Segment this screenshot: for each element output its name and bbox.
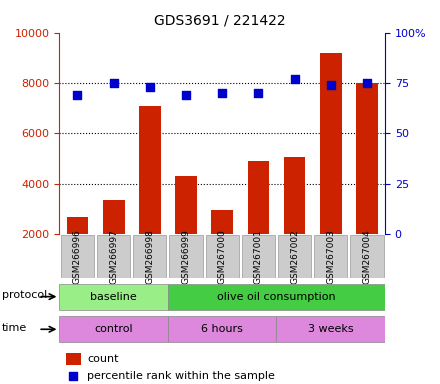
FancyBboxPatch shape bbox=[169, 235, 203, 278]
Bar bbox=[320, 53, 341, 234]
Bar bbox=[139, 106, 161, 234]
Text: time: time bbox=[2, 323, 27, 333]
FancyBboxPatch shape bbox=[205, 235, 239, 278]
FancyBboxPatch shape bbox=[350, 235, 384, 278]
Text: GSM266996: GSM266996 bbox=[73, 229, 82, 284]
Text: baseline: baseline bbox=[90, 291, 137, 302]
FancyBboxPatch shape bbox=[133, 235, 166, 278]
Text: olive oil consumption: olive oil consumption bbox=[217, 291, 336, 302]
Text: protocol: protocol bbox=[2, 290, 48, 300]
Point bbox=[183, 92, 190, 98]
Text: GSM267003: GSM267003 bbox=[326, 229, 335, 284]
FancyBboxPatch shape bbox=[61, 235, 94, 278]
Text: count: count bbox=[87, 354, 118, 364]
Bar bbox=[356, 83, 378, 234]
Point bbox=[219, 90, 226, 96]
Point bbox=[255, 90, 262, 96]
Text: percentile rank within the sample: percentile rank within the sample bbox=[87, 371, 275, 381]
FancyBboxPatch shape bbox=[314, 235, 347, 278]
Point bbox=[110, 80, 117, 86]
Bar bbox=[168, 316, 276, 342]
Point bbox=[291, 76, 298, 82]
Point bbox=[74, 92, 81, 98]
Bar bbox=[175, 176, 197, 234]
Bar bbox=[66, 217, 88, 234]
Text: GDS3691 / 221422: GDS3691 / 221422 bbox=[154, 13, 286, 27]
Bar bbox=[211, 210, 233, 234]
Bar bbox=[168, 284, 385, 310]
Bar bbox=[66, 353, 81, 365]
Text: GSM266997: GSM266997 bbox=[109, 229, 118, 284]
Text: GSM266999: GSM266999 bbox=[182, 229, 191, 284]
Text: GSM267001: GSM267001 bbox=[254, 229, 263, 284]
Text: 6 hours: 6 hours bbox=[201, 324, 243, 334]
Text: control: control bbox=[94, 324, 133, 334]
Text: GSM267000: GSM267000 bbox=[218, 229, 227, 284]
Bar bbox=[103, 200, 125, 234]
FancyBboxPatch shape bbox=[97, 235, 130, 278]
Point bbox=[327, 82, 334, 88]
Bar bbox=[59, 284, 168, 310]
Bar bbox=[276, 316, 385, 342]
Point bbox=[363, 80, 370, 86]
Text: GSM267004: GSM267004 bbox=[363, 229, 371, 284]
FancyBboxPatch shape bbox=[278, 235, 311, 278]
Point bbox=[70, 373, 77, 379]
Text: 3 weeks: 3 weeks bbox=[308, 324, 354, 334]
FancyBboxPatch shape bbox=[242, 235, 275, 278]
Bar bbox=[59, 316, 168, 342]
Bar bbox=[284, 157, 305, 234]
Bar bbox=[248, 161, 269, 234]
Text: GSM267002: GSM267002 bbox=[290, 229, 299, 284]
Point bbox=[147, 84, 154, 90]
Text: GSM266998: GSM266998 bbox=[145, 229, 154, 284]
